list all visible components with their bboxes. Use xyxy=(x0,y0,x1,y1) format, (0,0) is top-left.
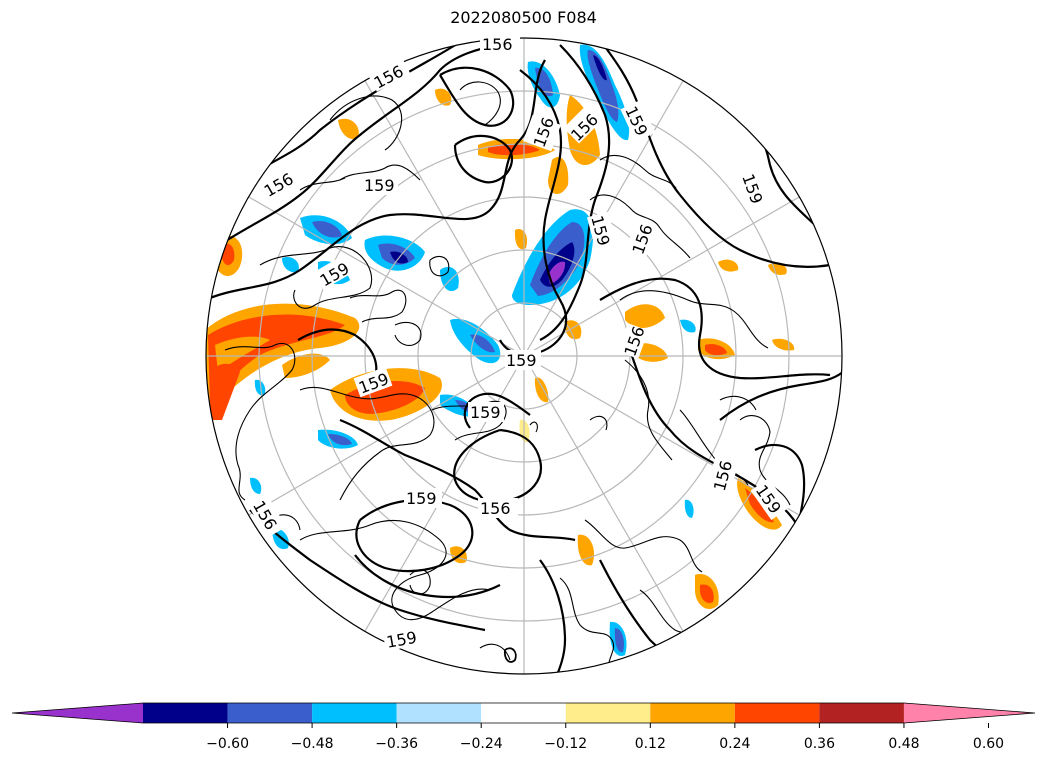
height-contours xyxy=(206,39,842,674)
colorbar-tick-label: 0.48 xyxy=(888,736,919,752)
colorbar-tick-label: −0.24 xyxy=(460,736,503,752)
colorbar-segment xyxy=(143,703,228,723)
colorbar-tick-label: −0.36 xyxy=(375,736,418,752)
colorbar-segments xyxy=(12,703,1035,723)
colorbar-tick-label: −0.48 xyxy=(291,736,334,752)
colorbar-tick-label: −0.60 xyxy=(206,736,249,752)
map-boundary xyxy=(205,37,843,675)
colorbar-tick-label: 0.36 xyxy=(804,736,835,752)
colorbar-outline xyxy=(11,702,1036,724)
colorbar-segment xyxy=(227,703,313,723)
colorbar-tick-label: 0.12 xyxy=(635,736,666,752)
contour-labels: 156 156 156 159 156 156 159 159 159 159 … xyxy=(247,34,790,652)
colorbar-ticks: −0.60 −0.48 −0.36 −0.24 −0.12 0.12 0.24 0.36 0.4… xyxy=(206,723,1004,752)
contour-label: 159 xyxy=(406,489,437,508)
contour-label: 156 xyxy=(480,499,511,518)
contour-label: 159 xyxy=(364,176,395,195)
colorbar-segment xyxy=(903,703,1035,723)
colorbar-tick-label: 0.24 xyxy=(719,736,750,752)
contour-label: 156 xyxy=(482,35,513,54)
colorbar-segment xyxy=(312,703,397,723)
colorbar-segment xyxy=(481,703,566,723)
colorbar-segment xyxy=(565,703,651,723)
colorbar-segment xyxy=(819,703,904,723)
colorbar-tick-label: −0.12 xyxy=(544,736,587,752)
colorbar: −0.60 −0.48 −0.36 −0.24 −0.12 0.12 0.24 0.36 0.4… xyxy=(11,702,1036,752)
contour-label: 159 xyxy=(506,351,537,370)
graticule xyxy=(206,38,842,674)
colorbar-segment xyxy=(650,703,735,723)
map-title: 2022080500 F084 xyxy=(450,8,597,27)
contour-label: 159 xyxy=(470,403,501,422)
colorbar-tick-label: 0.60 xyxy=(973,736,1004,752)
colorbar-segment xyxy=(734,703,820,723)
colorbar-segment xyxy=(12,703,143,723)
colorbar-segment xyxy=(396,703,482,723)
